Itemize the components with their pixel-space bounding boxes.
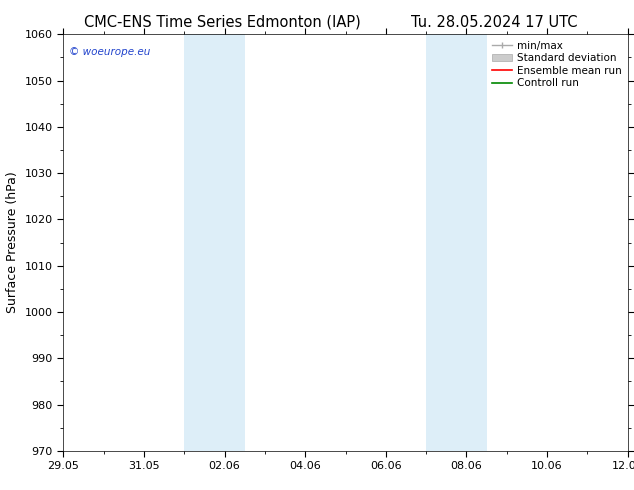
Text: © woeurope.eu: © woeurope.eu [69,47,150,57]
Y-axis label: Surface Pressure (hPa): Surface Pressure (hPa) [6,172,19,314]
Bar [214,34,245,451]
Bar [184,34,214,451]
Text: Tu. 28.05.2024 17 UTC: Tu. 28.05.2024 17 UTC [411,15,578,30]
Bar [456,34,487,451]
Text: CMC-ENS Time Series Edmonton (IAP): CMC-ENS Time Series Edmonton (IAP) [84,15,360,30]
Bar [426,34,456,451]
Legend: min/max, Standard deviation, Ensemble mean run, Controll run: min/max, Standard deviation, Ensemble me… [489,37,624,92]
